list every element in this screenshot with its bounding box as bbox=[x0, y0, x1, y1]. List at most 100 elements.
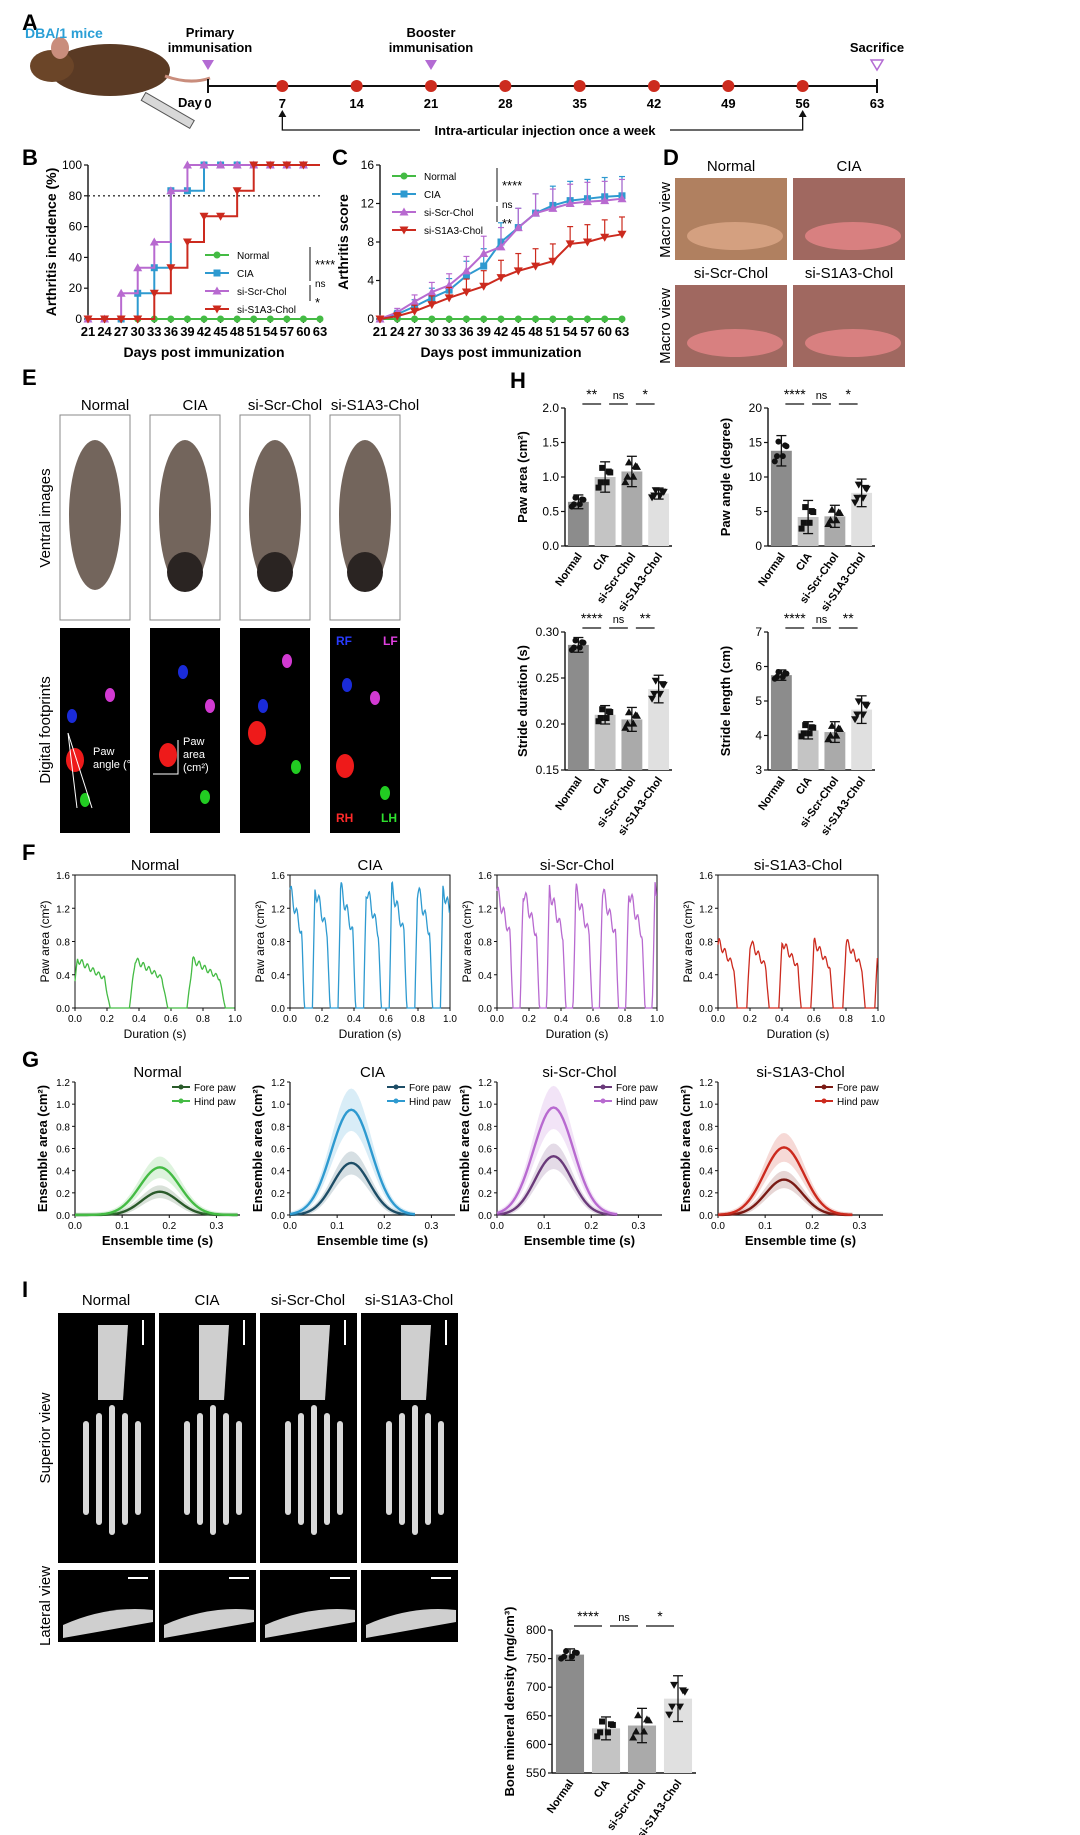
trace-ytick-label: 1.2 bbox=[56, 904, 70, 915]
day-tick-label: 14 bbox=[349, 96, 364, 111]
chart-H3-datapoint bbox=[621, 723, 630, 731]
chart-C-point bbox=[583, 315, 591, 323]
chart-I-ytick-label: 700 bbox=[526, 1680, 546, 1694]
ct-bone-digit bbox=[298, 1413, 304, 1525]
chart-B-ytick-label: 20 bbox=[69, 281, 83, 295]
ensemble-legend-marker bbox=[178, 1098, 184, 1104]
chart-B-point bbox=[283, 315, 291, 323]
panel-label-F: F bbox=[22, 840, 35, 865]
chart-B-point bbox=[183, 315, 191, 323]
trace-ylabel: Paw area (cm²) bbox=[681, 900, 695, 982]
chart-I-bar bbox=[555, 1654, 585, 1773]
day-tick-label: 56 bbox=[795, 96, 809, 111]
chart-I-datapoint bbox=[599, 1718, 606, 1725]
ensemble-error-band bbox=[75, 1156, 238, 1215]
chart-H1-bar bbox=[567, 501, 589, 546]
chart-C-point bbox=[531, 208, 541, 217]
chart-I-datapoint bbox=[607, 1721, 614, 1728]
ct-bone-digit bbox=[122, 1413, 128, 1525]
chart-C-point bbox=[514, 315, 522, 323]
chart-B-ytick-label: 40 bbox=[69, 250, 83, 264]
ensemble-legend-label: Hind paw bbox=[194, 1097, 236, 1108]
trace-ytick-label: 0.0 bbox=[699, 1004, 713, 1015]
ensemble-fore-line bbox=[717, 1178, 853, 1217]
chart-H2-datapoint bbox=[853, 494, 862, 502]
ensemble-error-band bbox=[75, 1185, 238, 1215]
chart-B-series-line bbox=[88, 164, 320, 320]
chart-H2-sig: * bbox=[846, 386, 852, 402]
chart-B-point bbox=[299, 315, 307, 323]
trace-xtick-label: 0.6 bbox=[586, 1014, 600, 1025]
bracket-arrow bbox=[278, 110, 287, 117]
ensemble-xlabel: Ensemble time (s) bbox=[524, 1233, 635, 1248]
mouse-head bbox=[30, 50, 74, 82]
chart-B-point bbox=[149, 237, 159, 246]
chart-C-point bbox=[410, 307, 420, 316]
trace-xtick-label: 1.0 bbox=[871, 1014, 885, 1025]
mouse-tail-shadow bbox=[167, 552, 203, 592]
chart-B-point bbox=[316, 315, 324, 323]
chart-B-series-line bbox=[88, 164, 320, 320]
chart-C-legend-label: CIA bbox=[424, 190, 441, 201]
ventral-title: CIA bbox=[182, 397, 207, 414]
ensemble-xlabel: Ensemble time (s) bbox=[102, 1233, 213, 1248]
chart-I-datapoint bbox=[668, 1703, 677, 1711]
chart-H3-datapoint bbox=[623, 719, 632, 727]
ensemble-ytick-label: 1.0 bbox=[56, 1100, 70, 1111]
macro-view-label: Macro view bbox=[657, 288, 674, 364]
ct-title: CIA bbox=[194, 1292, 219, 1309]
ensemble-ytick-label: 0.6 bbox=[699, 1145, 713, 1156]
chart-H1-sig: * bbox=[643, 386, 649, 402]
chart-B-xtick-label: 30 bbox=[130, 324, 144, 339]
ensemble-xtick-label: 0.3 bbox=[631, 1221, 645, 1232]
chart-B-point bbox=[233, 315, 241, 323]
chart-H4-xtick-label: Normal bbox=[756, 775, 788, 813]
trace-xtick-label: 0.8 bbox=[411, 1014, 425, 1025]
ventral-title: si-S1A3-Chol bbox=[331, 397, 419, 414]
paw-print bbox=[178, 665, 188, 679]
paw-print bbox=[342, 678, 352, 692]
chart-C-xlabel: Days post immunization bbox=[420, 344, 581, 360]
chart-C-xtick-label: 24 bbox=[390, 324, 405, 339]
ensemble-ytick-label: 0.2 bbox=[271, 1189, 285, 1200]
ensemble-hind-line bbox=[289, 1108, 416, 1216]
chart-B-xtick-label: 57 bbox=[280, 324, 294, 339]
paw-photo-title: Normal bbox=[707, 158, 755, 175]
chart-H4-datapoint bbox=[808, 724, 815, 731]
mice-label: DBA/1 mice bbox=[25, 25, 103, 41]
chart-C-sig: **** bbox=[502, 178, 522, 193]
panel-label-B: B bbox=[22, 145, 38, 170]
chart-C-ytick-label: 0 bbox=[367, 312, 374, 326]
chart-C-xtick-label: 30 bbox=[425, 324, 439, 339]
chart-H1-datapoint bbox=[621, 478, 630, 486]
trace-xtick-label: 0.0 bbox=[711, 1014, 725, 1025]
trace-ytick-label: 0.0 bbox=[478, 1004, 492, 1015]
day-label: Day bbox=[178, 95, 203, 110]
chart-H2-datapoint bbox=[824, 520, 833, 528]
chart-I-datapoint bbox=[642, 1715, 651, 1723]
chart-C-point bbox=[462, 272, 470, 280]
chart-H2-datapoint bbox=[827, 505, 836, 513]
chart-C-point bbox=[532, 315, 540, 323]
ct-title: si-S1A3-Chol bbox=[365, 1292, 453, 1309]
chart-B-point bbox=[265, 161, 275, 170]
booster-marker-icon bbox=[425, 60, 437, 70]
chart-H3-ylabel: Stride duration (s) bbox=[515, 645, 530, 757]
chart-B-xtick-label: 39 bbox=[180, 324, 194, 339]
trace-xtick-label: 0.8 bbox=[618, 1014, 632, 1025]
chart-H3-bar bbox=[648, 689, 670, 770]
ensemble-ytick-label: 0.6 bbox=[478, 1145, 492, 1156]
chart-B-point bbox=[200, 315, 208, 323]
chart-H4-datapoint bbox=[832, 731, 841, 739]
trace-ylabel: Paw area (cm²) bbox=[38, 900, 52, 982]
chart-C-point bbox=[601, 315, 609, 323]
superior-view-label: Superior view bbox=[37, 1392, 54, 1483]
ct-bone-digit bbox=[83, 1421, 89, 1515]
ensemble-ytick-label: 0.8 bbox=[699, 1122, 713, 1133]
chart-I-datapoint bbox=[675, 1703, 684, 1711]
ensemble-xtick-label: 0.0 bbox=[68, 1221, 82, 1232]
chart-B-point bbox=[116, 288, 126, 297]
chart-H1-datapoint bbox=[599, 464, 606, 471]
chart-I-ytick-label: 550 bbox=[526, 1766, 546, 1780]
chart-B-point bbox=[232, 160, 242, 169]
